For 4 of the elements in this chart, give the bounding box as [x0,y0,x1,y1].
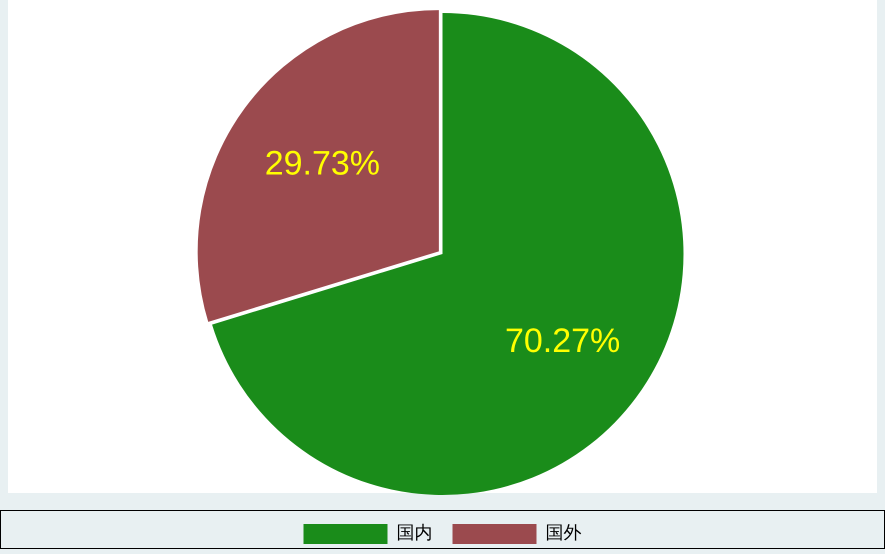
legend-label: 国外 [546,522,582,544]
data-label: 70.27% [504,322,620,360]
data-label: 29.73% [264,144,380,183]
legend-label: 国内 [396,522,432,544]
